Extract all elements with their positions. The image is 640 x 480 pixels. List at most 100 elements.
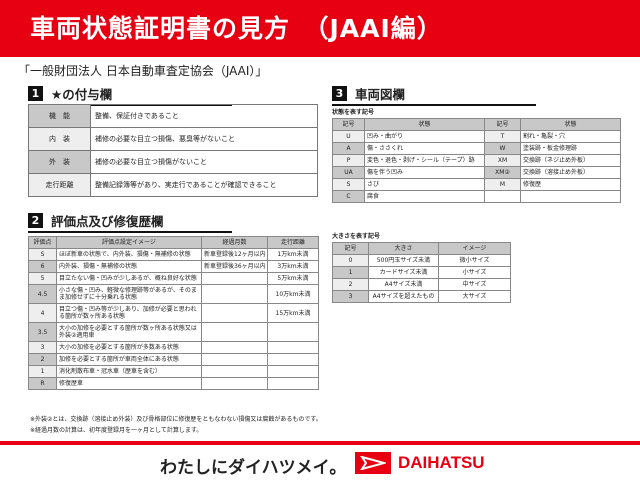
table-cell: A4サイズ未満: [368, 278, 439, 291]
table-cell: 割れ・亀裂・穴: [520, 130, 621, 143]
table-row: 4.5 小さな傷・凹み、軽微な修理跡等があるが、そのまま加修せずに十分乗れる状態 1…: [28, 284, 319, 304]
section1-heading: 1 ★の付与欄: [28, 84, 232, 106]
table-cell: 5万km未満: [267, 272, 319, 285]
table-row: 1 消化剤散布車・冠水車（歴車を含む）: [28, 365, 319, 378]
table-cell: 大小の加修を必要とする箇所が多数ある状態: [56, 341, 202, 354]
table-row: 2 加修を必要とする箇所が車両全体にある状態: [28, 353, 319, 366]
table-row: U 凹み・曲がり T 割れ・亀裂・穴: [332, 130, 621, 143]
table-row: 3.5 大小の加修を必要とする箇所が数ヶ所ある状態又は外装②適用車: [28, 322, 319, 342]
column-header: 評価点設定イメージ: [56, 236, 202, 249]
table-cell: U: [332, 130, 365, 143]
size-symbols-label: 大きさを表す記号: [332, 233, 381, 240]
row-text: 補修の必要な目立つ損傷がないこと: [90, 150, 318, 174]
table-row: 走行距離 整備記録簿等があり、実走行であることが確認できること: [28, 173, 318, 197]
table-cell: 4: [28, 303, 57, 323]
table-row: 4 目立つ傷・凹み等が少しあり、加修が必要と思われる箇所が数ヶ所ある状態 15万km…: [28, 303, 319, 323]
table-cell: [267, 353, 319, 366]
row-text: 整備記録簿等があり、実走行であることが確認できること: [90, 173, 318, 197]
table-row: UA 傷を伴う凹み XM② 交換跡（溶接止め外板）: [332, 166, 621, 179]
table-cell: [267, 377, 319, 390]
column-header: 記号: [332, 118, 365, 131]
section3-heading: 3 車両図欄: [332, 84, 536, 106]
section3-number: 3: [332, 86, 347, 101]
table-cell: 15万km未満: [267, 303, 319, 323]
table-cell: 500円玉サイズ未満: [368, 254, 439, 267]
table-cell: 変色・退色・剥げ・シール（テープ）跡: [364, 154, 485, 167]
table-cell: 交換跡（溶接止め外板）: [520, 166, 621, 179]
daihatsu-logo-icon: [355, 452, 391, 474]
table-cell: 5: [28, 272, 57, 285]
table-cell: UA: [332, 166, 365, 179]
grade-table: 評価点 評価点設定イメージ 経過月数 走行距離 S ほぼ新車の状態で、内外装、損傷・無補修…: [28, 236, 319, 390]
table-cell: 4.5: [28, 284, 57, 304]
table-row: 外 装補修の必要な目立つ損傷がないこと: [28, 150, 318, 174]
row-label: 内 装: [28, 127, 91, 151]
table-cell: 新車登録後12ヶ月以内: [201, 248, 268, 261]
table-row: 0 500円玉サイズ未満 微小サイズ: [332, 254, 511, 267]
row-text: 整備、保証付きであること: [90, 104, 318, 128]
table-cell: 凹み・曲がり: [364, 130, 485, 143]
table-cell: 修復歴: [520, 178, 621, 191]
table-cell: 目立たない傷・凹みが少しあるが、概ね良好な状態: [56, 272, 202, 285]
state-symbol-table: 記号 状態 記号 状態 U 凹み・曲がり T 割れ・亀裂・穴 A 傷・ささくれ W 塗装跡・板金修理跡…: [332, 118, 621, 203]
table-cell: 小サイズ: [438, 266, 511, 279]
table-cell: S: [332, 178, 365, 191]
table-cell: W: [484, 142, 521, 155]
table-row: 5 目立たない傷・凹みが少しあるが、概ね良好な状態 5万km未満: [28, 272, 319, 285]
slogan-logo: わたしにダイハツメイ。: [160, 458, 347, 478]
table-cell: XM: [484, 154, 521, 167]
table-cell: 1: [332, 266, 369, 279]
table-cell: [201, 377, 268, 390]
column-header: 状態: [520, 118, 621, 131]
footnote-2: ※経過月数の計算は、初年度登録月を一ヶ月として計算します。: [30, 427, 203, 434]
table-cell: 加修を必要とする箇所が車両全体にある状態: [56, 353, 202, 366]
table-cell: 内外装、損傷・無補修の状態: [56, 260, 202, 273]
table-row: 3 A4サイズを超えたもの 大サイズ: [332, 290, 511, 303]
table-row: S さび M 修復歴: [332, 178, 621, 191]
table-cell: 0: [332, 254, 369, 267]
table-row: 3 大小の加修を必要とする箇所が多数ある状態: [28, 341, 319, 354]
row-label: 走行距離: [28, 173, 91, 197]
table-cell: [267, 322, 319, 342]
table-cell: 2: [332, 278, 369, 291]
table-cell: [201, 284, 268, 304]
section2-number: 2: [28, 213, 43, 228]
page-title: 車両状態証明書の見方 （JAAI編）: [0, 0, 640, 57]
table-cell: XM②: [484, 166, 521, 179]
table-cell: [201, 353, 268, 366]
brand-name: DAIHATSU: [398, 453, 485, 472]
column-header: 走行距離: [267, 236, 319, 249]
table-cell: さび: [364, 178, 485, 191]
column-header: 経過月数: [201, 236, 268, 249]
table-cell: 小さな傷・凹み、軽微な修理跡等があるが、そのまま加修せずに十分乗れる状態: [56, 284, 202, 304]
star-table: 機 能整備、保証付きであること内 装補修の必要な目立つ損傷、悪臭等がないこと外 …: [28, 104, 318, 197]
table-cell: 目立つ傷・凹み等が少しあり、加修が必要と思われる箇所が数ヶ所ある状態: [56, 303, 202, 323]
column-header: 記号: [484, 118, 521, 131]
table-cell: [267, 341, 319, 354]
table-cell: 3万km未満: [267, 260, 319, 273]
table-cell: 3.5: [28, 322, 57, 342]
table-cell: S: [28, 248, 57, 261]
table-cell: 6: [28, 260, 57, 273]
table-cell: ほぼ新車の状態で、内外装、損傷・無補修の状態: [56, 248, 202, 261]
table-cell: [201, 341, 268, 354]
table-cell: 3: [28, 341, 57, 354]
table-cell: 1: [28, 365, 57, 378]
column-header: イメージ: [438, 242, 511, 255]
table-cell: 微小サイズ: [438, 254, 511, 267]
divider-line: [0, 441, 640, 445]
table-cell: [201, 272, 268, 285]
size-symbol-table: 記号 大きさ イメージ 0 500円玉サイズ未満 微小サイズ 1 カードサイズ未満 小サイズ 2 A…: [332, 242, 511, 303]
subtitle: 「一般財団法人 日本自動車査定協会（JAAI）」: [18, 64, 268, 78]
table-row: 2 A4サイズ未満 中サイズ: [332, 278, 511, 291]
table-cell: 傷・ささくれ: [364, 142, 485, 155]
table-cell: A4サイズを超えたもの: [368, 290, 439, 303]
table-cell: 大サイズ: [438, 290, 511, 303]
table-cell: 10万km未満: [267, 284, 319, 304]
table-row: S ほぼ新車の状態で、内外装、損傷・無補修の状態 新車登録後12ヶ月以内 1万km未満: [28, 248, 319, 261]
column-header: 状態: [364, 118, 485, 131]
section1-title: ★の付与欄: [51, 87, 113, 102]
table-row: 機 能整備、保証付きであること: [28, 104, 318, 128]
column-header: 記号: [332, 242, 369, 255]
table-cell: 塗装跡・板金修理跡: [520, 142, 621, 155]
